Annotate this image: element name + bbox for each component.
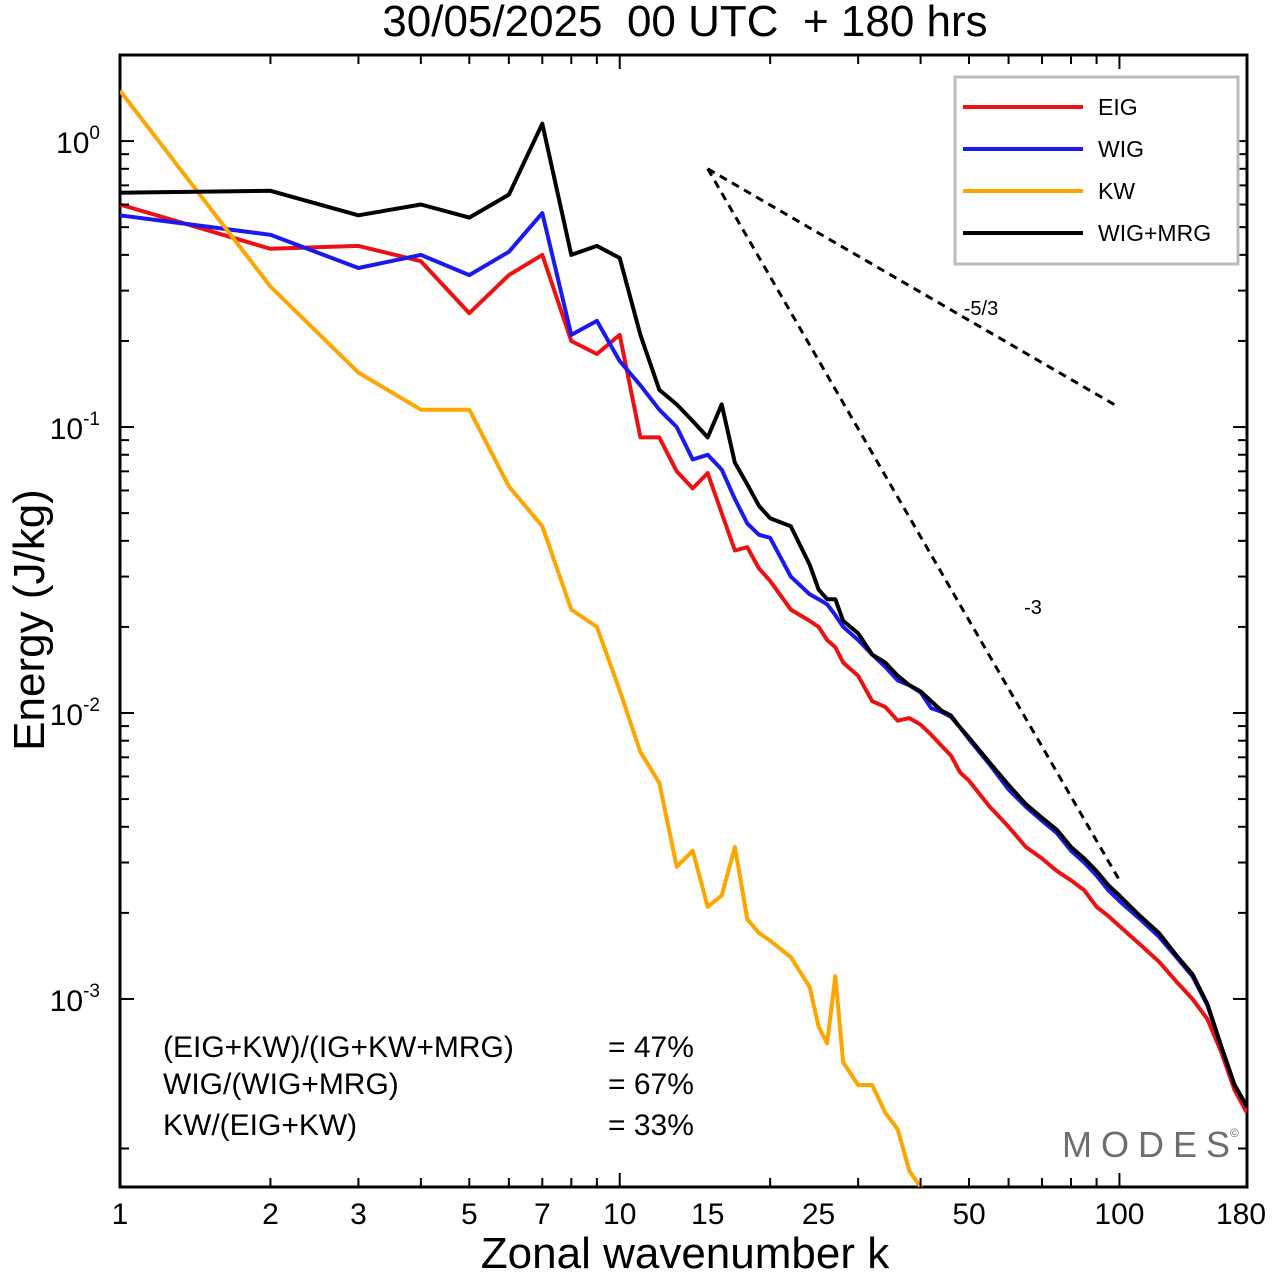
ratio-annotations: (EIG+KW)/(IG+KW+MRG) = 47% WIG/(WIG+MRG)… xyxy=(163,1031,694,1142)
x-tick-label: 100 xyxy=(1094,1198,1144,1231)
y-tick-label: 10-3 xyxy=(50,981,100,1018)
reference-line-1 xyxy=(706,167,1121,409)
x-tick-label: 10 xyxy=(603,1198,636,1231)
series-line-wig-mrg xyxy=(120,121,1247,1108)
ratio-value-3: = 33% xyxy=(608,1109,694,1142)
chart-title: 30/05/2025 00 UTC + 180 hrs xyxy=(382,0,987,46)
legend-label-eig: EIG xyxy=(1098,94,1138,120)
ratio-value-1: = 47% xyxy=(608,1031,694,1064)
reference-slope-label-2: -3 xyxy=(1024,597,1042,619)
x-tick-label: 15 xyxy=(691,1198,724,1231)
x-tick-label: 2 xyxy=(262,1198,279,1231)
y-tick-label: 10-2 xyxy=(50,695,100,732)
series-line-kw xyxy=(120,89,924,1187)
y-tick-label: 10-1 xyxy=(50,409,100,446)
series-line-wig xyxy=(120,211,1247,1108)
x-tick-labels: 1 2 3 5 7 10 15 25 50 100 180 xyxy=(112,1198,1266,1231)
x-tick-label: 1 xyxy=(112,1198,129,1231)
reference-lines: -5/3 -3 xyxy=(706,167,1121,882)
x-axis-label: Zonal wavenumber k xyxy=(481,1229,890,1278)
x-tick-label: 3 xyxy=(350,1198,367,1231)
legend-label-kw: KW xyxy=(1098,178,1135,204)
watermark: MODES © xyxy=(1062,1124,1239,1165)
y-axis-label: Energy (J/kg) xyxy=(5,489,54,751)
ratio-label-1: (EIG+KW)/(IG+KW+MRG) xyxy=(163,1031,514,1064)
reference-slope-label-1: -5/3 xyxy=(964,298,998,320)
series-lines xyxy=(120,89,1247,1187)
x-tick-label: 5 xyxy=(461,1198,478,1231)
plot-area xyxy=(118,53,1249,1189)
legend-label-wig-mrg: WIG+MRG xyxy=(1098,220,1211,246)
x-tick-label: 180 xyxy=(1216,1198,1266,1231)
axis-ticks xyxy=(119,54,1247,1187)
series-line-eig xyxy=(120,202,1247,1114)
modes-watermark: MODES xyxy=(1062,1124,1239,1165)
plot-frame xyxy=(118,53,1249,1189)
ratio-value-2: = 67% xyxy=(608,1068,694,1101)
copyright-mark: © xyxy=(1230,1126,1239,1140)
y-tick-labels: 100 10-1 10-2 10-3 xyxy=(50,123,100,1018)
ratio-label-2: WIG/(WIG+MRG) xyxy=(163,1068,399,1101)
legend: EIG WIG KW WIG+MRG xyxy=(953,75,1240,266)
reference-line-2 xyxy=(706,168,1121,882)
x-tick-label: 50 xyxy=(952,1198,985,1231)
x-tick-label: 7 xyxy=(534,1198,551,1231)
x-tick-label: 25 xyxy=(802,1198,835,1231)
y-tick-label: 100 xyxy=(56,123,100,160)
legend-label-wig: WIG xyxy=(1098,136,1144,162)
ratio-label-3: KW/(EIG+KW) xyxy=(163,1109,357,1142)
